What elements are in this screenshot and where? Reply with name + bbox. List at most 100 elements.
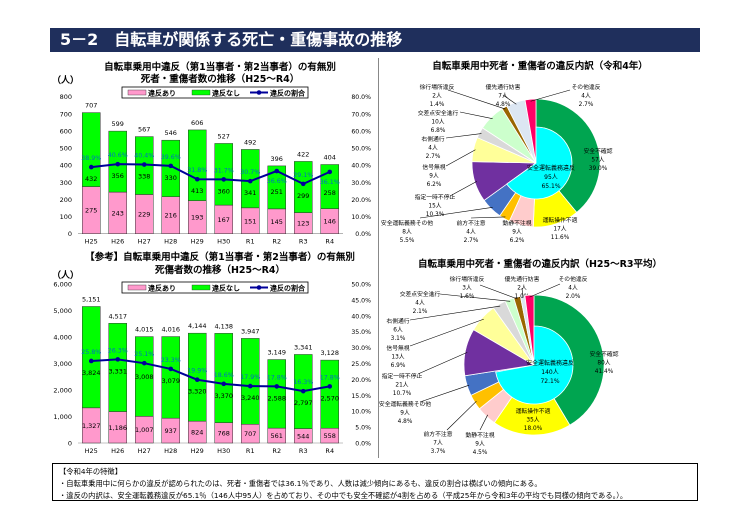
slice-label: 徐行場所違反 (450, 275, 485, 283)
ratio-label: 31.7% (214, 167, 234, 174)
slice-pct: 3.7% (431, 449, 446, 455)
ratio-point (88, 358, 94, 364)
slice-label: 前方不注意 (424, 430, 453, 438)
slice-label: 前方不注意 (457, 219, 486, 227)
legend-marker-ratio (256, 285, 262, 290)
bar-no-violation (188, 332, 207, 422)
ratio-point (168, 163, 174, 169)
leader-line (445, 149, 476, 167)
y2-tick-label: 15.0% (351, 393, 371, 400)
leader-line (447, 89, 506, 110)
bar-no-violation-label: 360 (218, 187, 230, 195)
ratio-point (194, 377, 200, 383)
slice-count: 21人 (395, 382, 408, 389)
x-tick-label: H26 (111, 447, 124, 455)
chart-legend: 違反あり 違反なし 違反の割合 (121, 281, 309, 294)
slice-pct: 41.4% (595, 369, 614, 375)
slice-pct: 2.7% (464, 238, 479, 244)
bar-violation-label: 243 (112, 209, 124, 217)
pie-chart-2: 安全不確認 80人 41.4% 運転操作不適 35人 18.0% 動静不注視 9人 4.5% 前方… (379, 275, 619, 456)
y2-tick-label: 45.0% (351, 297, 371, 304)
slice-label: 指定一時不停止 (415, 193, 456, 201)
inner-count: 140人 (541, 369, 558, 376)
bar-chart-2-title-line1: 【参考】自転車乗用中違反（第1当事者・第2当事者）の有無別 (85, 252, 355, 263)
bar-no-violation-label: 341 (244, 189, 256, 197)
bar-violation-label: 229 (138, 211, 150, 219)
inner-label: 安全運転義務違反 (527, 164, 575, 172)
legend-label-ratio: 違反の割合 (270, 89, 306, 98)
slice-pct: 18.0% (524, 426, 543, 432)
bar-total-label: 5,151 (82, 295, 101, 303)
bar-no-violation (135, 336, 154, 417)
bar-chart-1: 0 100 200 300 400 500 600 700 800 0.0% 10.0% 20.0% 3… (60, 86, 371, 246)
bar-no-violation (108, 130, 127, 193)
legend-swatch-violation (127, 89, 147, 96)
slice-pct: 6.2% (427, 182, 442, 188)
slice-label: その他違反 (559, 275, 588, 283)
bar-violation-label: 768 (218, 429, 230, 437)
legend-swatch-violation (127, 284, 147, 291)
leader-line (446, 400, 477, 431)
x-tick-label: R3 (299, 238, 308, 246)
leader-line (459, 111, 493, 119)
bar-no-violation (82, 306, 101, 409)
slice-pct: 10.3% (426, 212, 445, 218)
slice-label: その他違反 (572, 83, 601, 91)
bar-violation-label: 1,327 (82, 422, 101, 430)
slice-label: 信号無視 (386, 344, 409, 352)
slice-pct: 2.7% (426, 154, 441, 160)
ratio-label: 19.9% (187, 368, 207, 375)
slice-label: 安全運転義務その他 (381, 219, 433, 227)
bar-no-violation-label: 3,331 (108, 367, 127, 375)
y-tick-label: 300 (60, 179, 72, 187)
bar-no-violation-label: 251 (271, 188, 283, 196)
ratio-label: 40.4% (134, 153, 154, 160)
ratio-label: 25.1% (134, 351, 154, 358)
ratio-label: 23.3% (161, 357, 181, 364)
bar-total-label: 606 (191, 119, 203, 127)
bar-violation-label: 275 (85, 207, 97, 215)
slice-label: 右側通行 (421, 135, 444, 143)
y2-tick-label: 50.0% (351, 282, 371, 289)
ratio-label: 30.7% (240, 169, 260, 176)
slice-label: 指定一時不停止 (382, 372, 423, 380)
ratio-point (221, 381, 227, 387)
leader-line (502, 94, 517, 105)
slice-count: 4人 (568, 285, 578, 292)
ratio-line (91, 358, 330, 393)
slice-pct: 6.2% (510, 238, 525, 244)
inner-pct: 65.1% (541, 183, 560, 190)
slice-count: 6人 (393, 327, 403, 334)
y2-tick-label: 40.0% (351, 163, 371, 170)
x-tick-label: H27 (138, 447, 151, 455)
slice-count: 9人 (400, 410, 410, 417)
pie-chart-1-title: 自転車乗用中死者・重傷者の違反内訳（令和4年） (432, 61, 648, 72)
bar-no-violation-label: 356 (112, 172, 124, 180)
y2-tick-label: 40.0% (351, 313, 371, 320)
ratio-point (247, 383, 253, 389)
ratio-point (141, 162, 147, 167)
bar-violation-label: 193 (191, 214, 203, 222)
bar-total-label: 3,947 (241, 327, 260, 335)
leader-line (521, 287, 524, 298)
slice-pct: 2.7% (579, 102, 594, 108)
slice-count: 13人 (391, 354, 404, 361)
slice-count: 3人 (462, 285, 472, 292)
x-tick-label: R4 (325, 447, 334, 455)
ratio-label: 38.9% (81, 155, 101, 162)
ratio-label: 29.1% (293, 172, 313, 179)
leader-line (479, 284, 518, 300)
y-tick-label: 5,000 (53, 307, 72, 315)
bar-no-violation-label: 413 (191, 187, 203, 195)
ratio-line (91, 163, 331, 185)
bar-total-label: 4,016 (161, 326, 180, 334)
bar-no-violation-label: 432 (85, 175, 97, 183)
slice-pct: 1.0% (515, 294, 530, 300)
slice-pct: 10.7% (393, 391, 412, 397)
bar-violation-label: 1,007 (135, 426, 154, 434)
leader-line (529, 283, 561, 298)
slice-label: 右側通行 (386, 317, 409, 325)
column-divider (378, 58, 379, 458)
legend-label-no-violation: 違反なし (212, 284, 240, 293)
ratio-label: 17.8% (267, 374, 287, 381)
